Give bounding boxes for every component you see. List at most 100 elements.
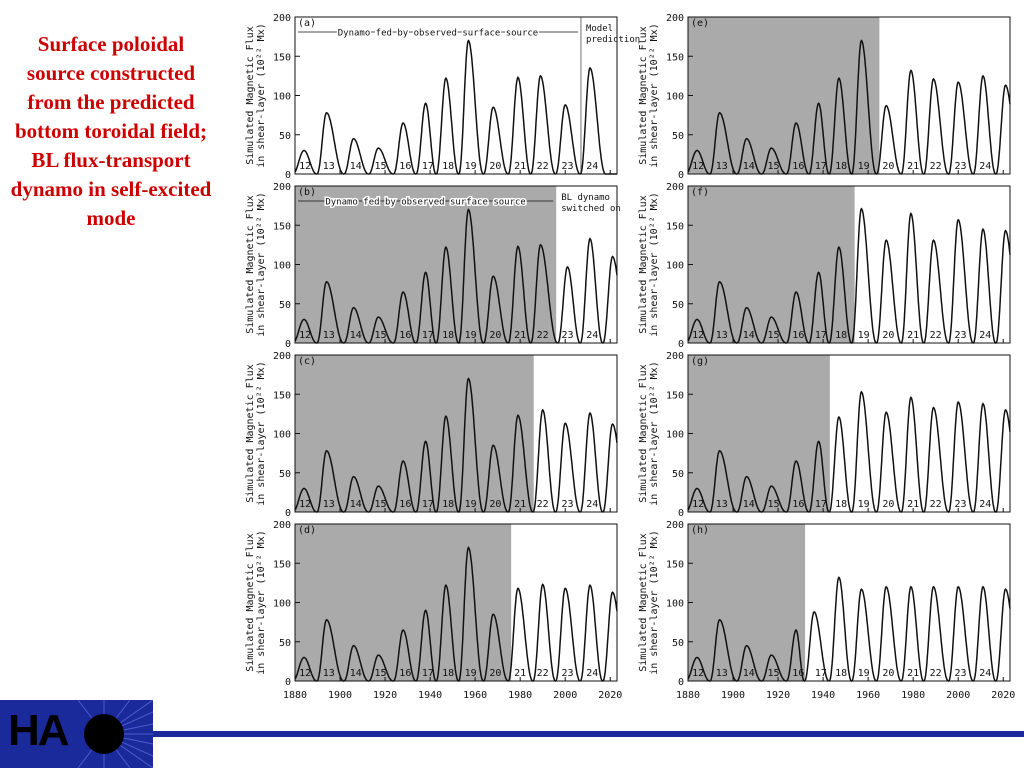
- cycle-label: 18: [442, 330, 454, 341]
- cycle-label: 16: [399, 330, 411, 341]
- cycle-label: 22: [537, 161, 549, 172]
- cycle-label: 19: [465, 668, 477, 679]
- x-tick-label: 2020: [598, 690, 622, 700]
- cycle-label: 20: [882, 330, 894, 341]
- cycle-label: 17: [422, 668, 434, 679]
- flux-series-line: [687, 207, 1011, 344]
- cycle-label: 18: [835, 330, 847, 341]
- cycle-label: 14: [350, 668, 362, 679]
- cycle-label: 23: [561, 330, 573, 341]
- y-axis-label: in shear-layer (10²² Mx): [649, 192, 660, 337]
- cycle-label: 22: [537, 330, 549, 341]
- annotation-right: Model: [586, 24, 613, 34]
- cycle-label: 14: [350, 330, 362, 341]
- cycle-label: 15: [768, 499, 780, 510]
- slide-title: Surface poloidal source constructed from…: [10, 32, 212, 230]
- cycle-label: 18: [442, 499, 454, 510]
- y-tick-label: 200: [666, 13, 684, 24]
- cycle-label: 22: [930, 161, 942, 172]
- cycle-label: 15: [768, 330, 780, 341]
- observed-period-shade: [688, 524, 806, 681]
- y-axis-label: in shear-layer (10²² Mx): [256, 192, 267, 337]
- cycle-label: 16: [399, 499, 411, 510]
- y-tick-label: 0: [678, 170, 684, 181]
- cycle-label: 24: [979, 161, 991, 172]
- panel-frame: [294, 16, 618, 175]
- cycle-label: 20: [489, 499, 501, 510]
- panel-c: 0 50 100 150 200 12 13 14 15 16 17 18 19 20 21 22 23 24 (c…: [245, 351, 618, 519]
- cycle-label: 19: [465, 330, 477, 341]
- cycle-label: 24: [979, 499, 991, 510]
- cycle-label: 20: [882, 161, 894, 172]
- x-tick-label: 1900: [328, 690, 352, 700]
- y-axis-label: Simulated Magnetic Flux: [245, 364, 256, 502]
- cycle-label: 19: [858, 499, 870, 510]
- observed-period-shade: [688, 186, 855, 343]
- x-tick-label: 1980: [508, 690, 532, 700]
- cycle-label: 14: [743, 499, 755, 510]
- y-tick-label: 100: [666, 599, 684, 610]
- cycle-label: 13: [716, 499, 728, 510]
- cycle-label: 17: [422, 330, 434, 341]
- panel-id: (g): [691, 356, 709, 367]
- cycle-label: 12: [692, 668, 704, 679]
- panel-h: 0 50 100 150 200 12 13 14 15 16 17 18 19 20 21 22 23 24 (h…: [638, 520, 1011, 688]
- cycle-label: 15: [768, 161, 780, 172]
- cycle-label: 24: [979, 330, 991, 341]
- cycle-label: 20: [489, 668, 501, 679]
- y-tick-label: 100: [666, 261, 684, 272]
- x-tick-label: 1980: [901, 690, 925, 700]
- flux-series-line: [294, 546, 618, 682]
- cycle-label: 24: [586, 668, 598, 679]
- cycle-label: 20: [882, 499, 894, 510]
- cycle-label: 23: [954, 668, 966, 679]
- cycle-label: 13: [716, 668, 728, 679]
- cycle-label: 23: [954, 330, 966, 341]
- cycle-label: 17: [815, 330, 827, 341]
- cycle-label: 16: [792, 668, 804, 679]
- annotation-left: Dynamo fed by observed surface source: [325, 198, 525, 208]
- y-tick-label: 50: [279, 469, 291, 480]
- cycle-label: 18: [835, 499, 847, 510]
- y-tick-label: 0: [678, 339, 684, 350]
- x-tick-label: 1900: [721, 690, 745, 700]
- panel-id: (c): [298, 356, 316, 367]
- x-tick-label: 1960: [463, 690, 487, 700]
- y-tick-label: 50: [672, 638, 684, 649]
- flux-series-line: [687, 390, 1011, 513]
- cycle-label: 13: [323, 161, 335, 172]
- logo-sun-dot: [84, 714, 124, 754]
- panel-e: 0 50 100 150 200 12 13 14 15 16 17 18 19 20 21 22 23 24 (e…: [638, 13, 1011, 181]
- y-tick-label: 0: [285, 339, 291, 350]
- cycle-label: 14: [743, 668, 755, 679]
- x-tick-label: 1940: [418, 690, 442, 700]
- x-tick-label: 1920: [766, 690, 790, 700]
- cycle-label: 16: [792, 499, 804, 510]
- cycle-label: 13: [323, 668, 335, 679]
- y-tick-label: 50: [279, 131, 291, 142]
- y-tick-label: 200: [273, 182, 291, 193]
- x-tick-label: 2000: [553, 690, 577, 700]
- cycle-label: 18: [835, 161, 847, 172]
- cycle-label: 15: [375, 330, 387, 341]
- cycle-label: 15: [375, 499, 387, 510]
- cycle-label: 19: [465, 499, 477, 510]
- y-axis-label: in shear-layer (10²² Mx): [649, 361, 660, 506]
- y-tick-label: 200: [666, 351, 684, 362]
- panel-id: (e): [691, 18, 709, 29]
- cycle-label: 16: [792, 161, 804, 172]
- cycle-label: 16: [399, 161, 411, 172]
- y-tick-label: 200: [666, 182, 684, 193]
- cycle-label: 22: [537, 499, 549, 510]
- flux-series-line: [687, 39, 1011, 175]
- y-tick-label: 50: [672, 131, 684, 142]
- x-tick-label: 2020: [991, 690, 1015, 700]
- annotation-left: Dynamo fed by observed surface source: [338, 29, 538, 39]
- panel-d: 0 50 100 150 200 12 13 14 15 16 17 18 19 20 21 22 23 24 (d…: [245, 520, 618, 688]
- cycle-label: 23: [954, 499, 966, 510]
- y-tick-label: 100: [273, 430, 291, 441]
- cycle-label: 17: [815, 499, 827, 510]
- cycle-label: 19: [858, 330, 870, 341]
- cycle-label: 19: [858, 668, 870, 679]
- cycle-label: 14: [743, 161, 755, 172]
